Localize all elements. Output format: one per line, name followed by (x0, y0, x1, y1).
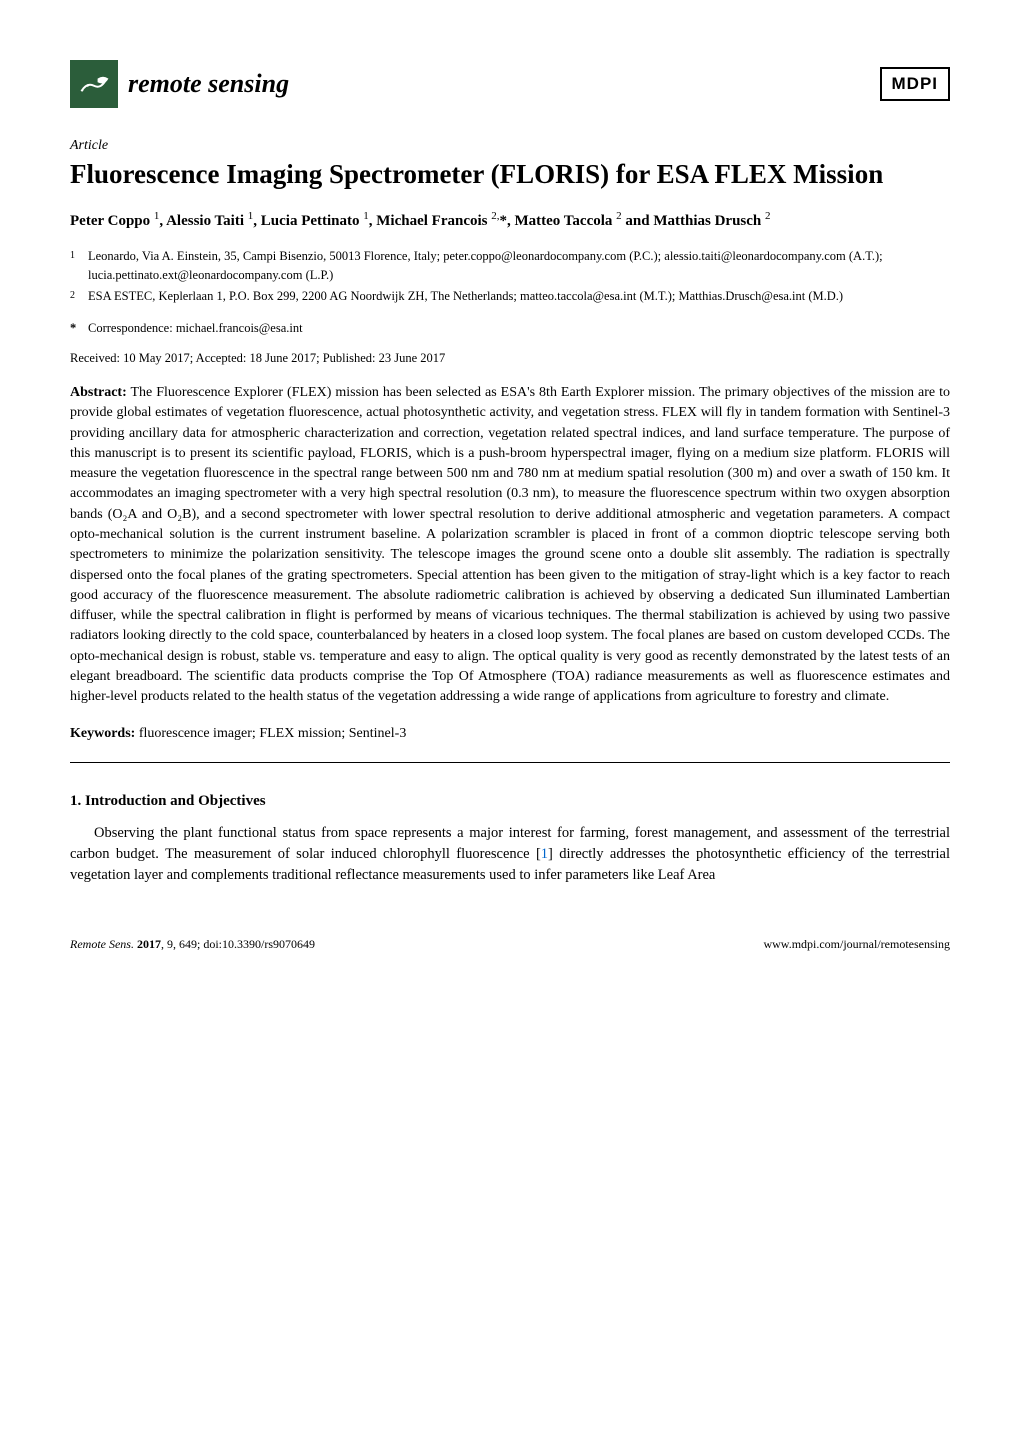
keywords-label: Keywords: (70, 726, 135, 741)
correspondence: * Correspondence: michael.francois@esa.i… (70, 319, 950, 337)
affiliation-number: 2 (70, 287, 88, 306)
article-title: Fluorescence Imaging Spectrometer (FLORI… (70, 158, 950, 192)
affiliation-2: 2 ESA ESTEC, Keplerlaan 1, P.O. Box 299,… (94, 287, 950, 306)
author-4: Michael Francois 2,* (376, 213, 507, 229)
footer-journal: Remote Sens. (70, 937, 137, 951)
correspondence-text: Correspondence: michael.francois@esa.int (88, 319, 303, 337)
keywords: Keywords: fluorescence imager; FLEX miss… (70, 724, 950, 744)
page-footer: Remote Sens. 2017, 9, 649; doi:10.3390/r… (70, 936, 950, 953)
author-3: Lucia Pettinato 1 (261, 213, 369, 229)
section-1-paragraph: Observing the plant functional status fr… (70, 823, 950, 886)
author-6: Matthias Drusch 2 (653, 213, 770, 229)
abstract-label: Abstract: (70, 385, 127, 400)
footer-citation: Remote Sens. 2017, 9, 649; doi:10.3390/r… (70, 936, 315, 953)
affiliations: 1 Leonardo, Via A. Einstein, 35, Campi B… (70, 247, 950, 307)
divider-line (70, 762, 950, 763)
affiliation-text: Leonardo, Via A. Einstein, 35, Campi Bis… (88, 247, 950, 286)
authors-line: Peter Coppo 1, Alessio Taiti 1, Lucia Pe… (70, 208, 950, 233)
footer-url: www.mdpi.com/journal/remotesensing (763, 936, 950, 953)
publisher-badge: MDPI (880, 67, 951, 102)
publication-dates: Received: 10 May 2017; Accepted: 18 June… (70, 349, 950, 367)
journal-badge: remote sensing (70, 60, 289, 108)
affiliation-1: 1 Leonardo, Via A. Einstein, 35, Campi B… (94, 247, 950, 286)
keywords-text: fluorescence imager; FLEX mission; Senti… (139, 726, 407, 741)
correspondence-label: Correspondence: (88, 321, 173, 335)
author-5: Matteo Taccola 2 (515, 213, 622, 229)
footer-doi: , 9, 649; doi:10.3390/rs9070649 (161, 937, 315, 951)
author-2: Alessio Taiti 1 (166, 213, 253, 229)
author-1: Peter Coppo 1 (70, 213, 159, 229)
affiliation-number: 1 (70, 247, 88, 286)
journal-name: remote sensing (128, 65, 289, 103)
header-row: remote sensing MDPI (70, 60, 950, 108)
footer-year: 2017 (137, 937, 161, 951)
journal-logo-icon (70, 60, 118, 108)
correspondence-star: * (70, 319, 88, 337)
affiliation-text: ESA ESTEC, Keplerlaan 1, P.O. Box 299, 2… (88, 287, 950, 306)
article-type: Article (70, 136, 950, 156)
abstract-text: The Fluorescence Explorer (FLEX) mission… (70, 385, 950, 704)
section-1-heading: 1. Introduction and Objectives (70, 791, 950, 813)
abstract: Abstract: The Fluorescence Explorer (FLE… (70, 383, 950, 708)
correspondence-email: michael.francois@esa.int (176, 321, 303, 335)
citation-link[interactable]: 1 (541, 846, 548, 862)
